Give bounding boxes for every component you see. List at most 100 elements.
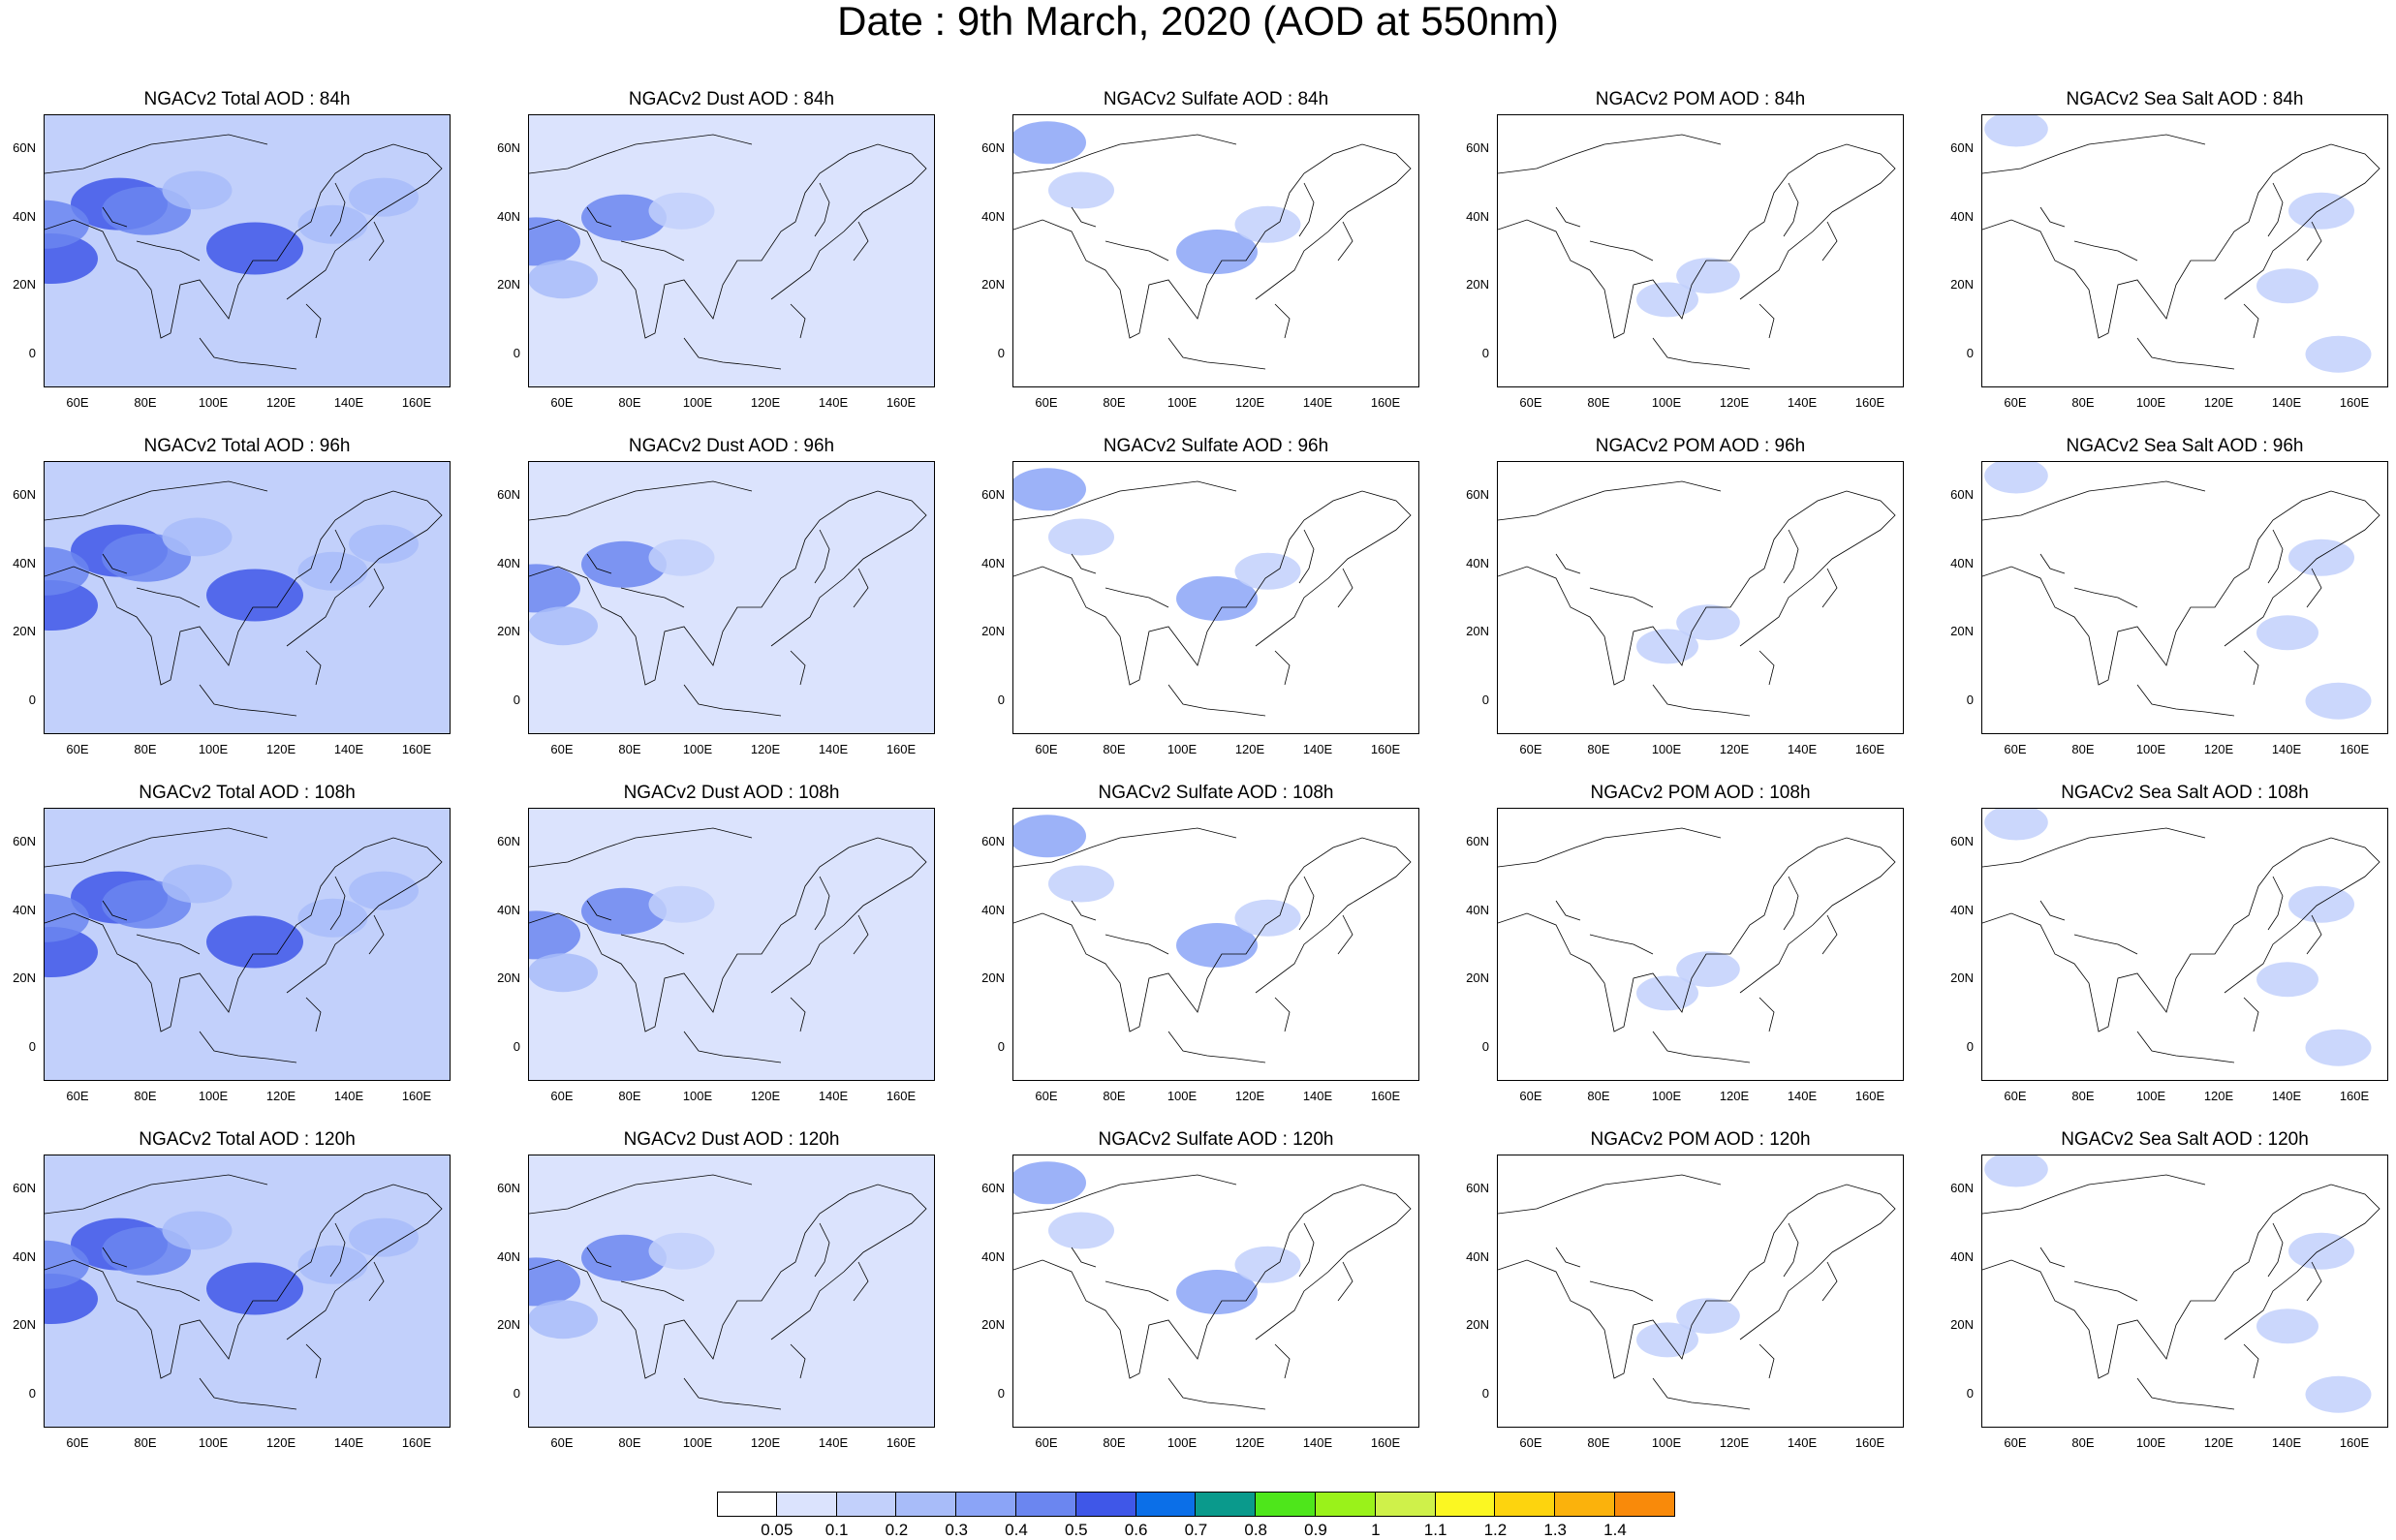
coastline: [529, 490, 927, 686]
coastline: [1337, 1261, 1354, 1302]
lon-tick-label: 140E: [1302, 742, 1333, 756]
lat-tick-label: 0: [1966, 345, 1974, 360]
aod-field: [1982, 1155, 2380, 1413]
lon-tick-label: 160E: [2339, 395, 2370, 410]
aod-field: [1982, 462, 2380, 720]
aod-blob: [529, 564, 580, 613]
lat-tick-label: 0: [28, 692, 36, 707]
lon-tick-label: 100E: [1651, 1435, 1682, 1450]
lon-tick-label: 160E: [1854, 1089, 1885, 1103]
colorbar-swatch: [1375, 1492, 1436, 1517]
coastline: [1274, 1343, 1291, 1379]
lat-tick-label: 40N: [981, 555, 1005, 570]
lon-tick-label: 140E: [2271, 1435, 2302, 1450]
coastline: [790, 650, 806, 686]
lat-tick-label: 20N: [13, 970, 36, 986]
map-frame: [1497, 461, 1904, 734]
panel-title: NGACv2 Sulfate AOD : 96h: [1103, 436, 1329, 456]
coastline: [45, 490, 443, 686]
lon-tick-label: 160E: [1370, 1435, 1401, 1450]
coastline: [1783, 182, 1799, 237]
coastline: [529, 134, 753, 174]
aod-field: [1982, 115, 2380, 373]
coastline: [1982, 480, 2206, 521]
aod-blob: [648, 1232, 715, 1270]
map-panel: NGACv2 POM AOD : 96h 60N 40N 20N 0 60E 80E 100E…: [1466, 436, 1904, 765]
lat-tick-label: 0: [997, 692, 1005, 707]
coastline: [2267, 876, 2284, 931]
map-panel: NGACv2 Sulfate AOD : 108h 60N 40N 20N 0 60E 80…: [981, 783, 1419, 1112]
coastline: [853, 221, 869, 262]
lat-tick-label: 60N: [497, 834, 520, 849]
colorbar-label: 0.05: [761, 1521, 793, 1539]
colorbar-swatch: [1015, 1492, 1076, 1517]
panel-title: NGACv2 Total AOD : 108h: [139, 783, 356, 803]
coastline: [1982, 827, 2206, 868]
coastline: [2073, 587, 2138, 608]
colorbar-label: 1.1: [1423, 1521, 1447, 1539]
colorbar-label: 0.4: [1005, 1521, 1028, 1539]
coastline: [329, 1222, 346, 1278]
lon-tick-label: 140E: [1787, 1089, 1818, 1103]
aod-blob: [581, 887, 667, 935]
panel-title: NGACv2 Total AOD : 84h: [143, 89, 351, 109]
lon-tick-label: 100E: [198, 395, 229, 410]
lon-tick-label: 60E: [1035, 395, 1058, 410]
lon-tick-label: 120E: [265, 395, 296, 410]
aod-blob: [206, 1262, 303, 1315]
aod-blob: [529, 953, 598, 993]
aod-blob: [1234, 899, 1301, 937]
lon-tick-label: 80E: [2071, 1089, 2095, 1103]
aod-blob: [1013, 1161, 1086, 1205]
lon-tick-label: 140E: [2271, 742, 2302, 756]
coastline: [1555, 553, 1581, 574]
lon-tick-label: 80E: [1587, 395, 1610, 410]
lon-tick-label: 140E: [818, 742, 849, 756]
coastline: [853, 914, 869, 955]
aod-blob: [1013, 468, 1086, 511]
coastline: [529, 827, 753, 868]
lat-tick-label: 20N: [1950, 624, 1974, 639]
coastline: [1105, 587, 1169, 608]
lat-tick-label: 60N: [981, 834, 1005, 849]
lat-tick-label: 0: [28, 1038, 36, 1054]
lat-tick-label: 40N: [13, 1248, 36, 1264]
lon-tick-label: 60E: [550, 395, 574, 410]
coastline: [1589, 1280, 1654, 1302]
lon-tick-label: 80E: [134, 395, 157, 410]
coastline: [790, 997, 806, 1032]
lon-tick-label: 120E: [265, 742, 296, 756]
coastline: [199, 684, 297, 717]
aod-blob: [297, 1245, 368, 1284]
lon-tick-label: 140E: [1787, 742, 1818, 756]
map-panel: NGACv2 Sulfate AOD : 84h 60N 40N 20N 0 60E 80E…: [981, 89, 1419, 418]
aod-field: [1498, 1174, 1896, 1410]
panel-title: NGACv2 Dust AOD : 108h: [623, 783, 840, 803]
coastline: [853, 1261, 869, 1302]
coastline: [1013, 837, 1412, 1032]
coastline: [1167, 1031, 1266, 1063]
map-panel: NGACv2 Sea Salt AOD : 120h 60N 40N 20N 0 60E 8…: [1950, 1129, 2388, 1459]
colorbar-swatch: [956, 1492, 1016, 1517]
aod-field: [1013, 121, 1412, 370]
lon-tick-label: 160E: [401, 395, 432, 410]
aod-field: [1498, 134, 1896, 370]
lat-tick-label: 20N: [981, 1317, 1005, 1333]
lat-tick-label: 20N: [981, 624, 1005, 639]
map-frame: [1981, 114, 2388, 387]
coastline: [814, 1222, 830, 1278]
lat-tick-label: 60N: [1950, 1181, 1974, 1196]
coastline: [1821, 1261, 1838, 1302]
coastline: [368, 568, 385, 608]
aod-background: [529, 809, 934, 1080]
lon-tick-label: 60E: [66, 1435, 89, 1450]
lat-tick-label: 40N: [1466, 555, 1489, 570]
lon-tick-label: 140E: [818, 1435, 849, 1450]
lat-tick-label: 0: [513, 1038, 520, 1054]
aod-blob: [45, 546, 89, 596]
colorbar-swatch: [1435, 1492, 1496, 1517]
aod-field: [529, 462, 934, 733]
lat-tick-label: 60N: [1950, 834, 1974, 849]
aod-blob: [2256, 962, 2318, 998]
aod-blob: [648, 192, 715, 230]
